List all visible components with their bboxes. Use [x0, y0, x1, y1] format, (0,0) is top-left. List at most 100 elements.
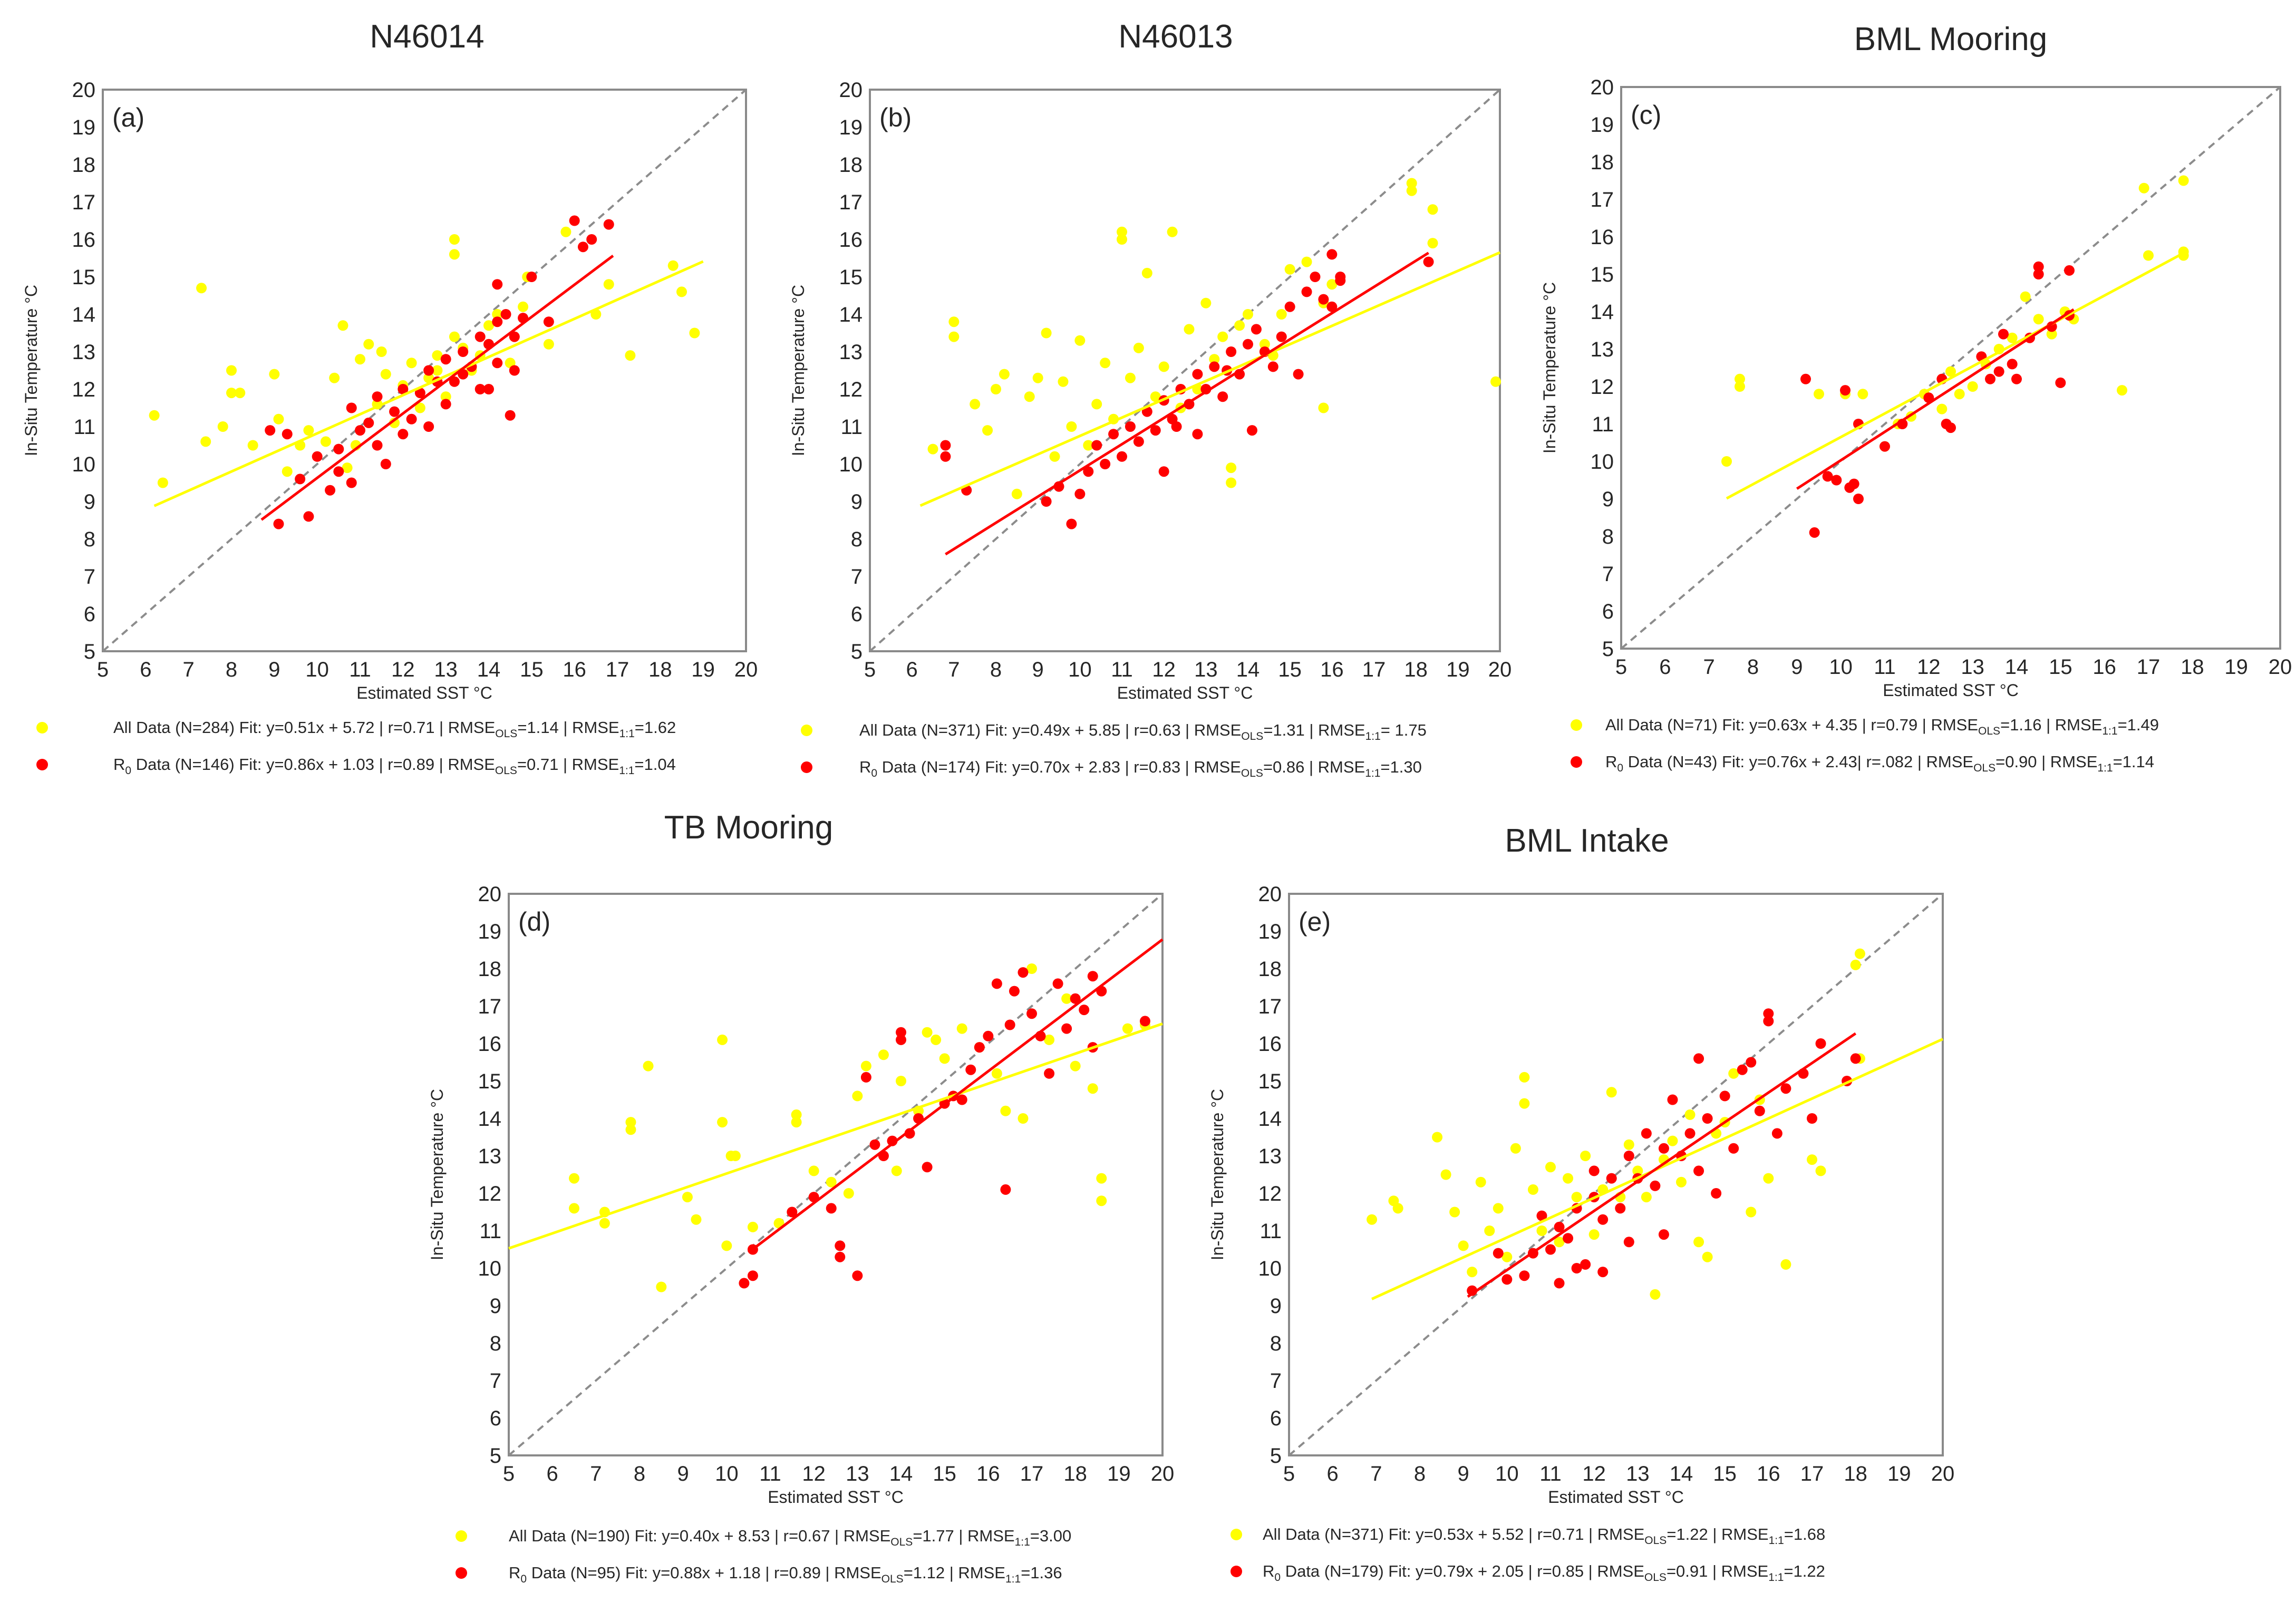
r0-data-point [1004, 1019, 1015, 1030]
y-tick-label: 10 [1258, 1257, 1282, 1280]
all-data-point [1501, 1251, 1513, 1262]
x-tick-label: 9 [1791, 655, 1803, 679]
x-tick-label: 19 [1887, 1462, 1911, 1485]
x-tick-label: 8 [990, 658, 1002, 681]
all-data-point [1070, 1060, 1081, 1072]
legend-sub2: 1:1 [2097, 762, 2113, 774]
x-tick-label: 19 [1107, 1462, 1131, 1485]
x-tick-label: 9 [677, 1462, 689, 1485]
x-tick-label: 17 [1020, 1462, 1044, 1485]
r0-data-point [1571, 1263, 1582, 1273]
y-tick-label: 14 [72, 303, 96, 326]
r0-data-point [1815, 1038, 1826, 1049]
y-tick-label: 13 [478, 1145, 502, 1168]
r0-data-point [333, 466, 344, 477]
y-tick-label: 16 [478, 1032, 502, 1056]
x-tick-label: 10 [1068, 658, 1092, 681]
all-data-point [1024, 391, 1035, 402]
all-data-point [1243, 309, 1253, 320]
x-tick-label: 16 [2092, 655, 2116, 679]
all-data-point [1606, 1087, 1617, 1098]
r0-data-point [1335, 272, 1346, 282]
r0-data-legend-marker [36, 759, 48, 770]
all-data-point [376, 346, 387, 357]
x-tick-label: 20 [1488, 658, 1512, 681]
y-tick-label: 19 [478, 920, 502, 943]
legend-prefix: All Data (N=371) Fit: y=0.49x + 5.85 | r… [859, 721, 1241, 739]
r0-data-point [1192, 429, 1203, 440]
r0-data-point [940, 451, 951, 462]
legend-sub2: 1:1 [1365, 730, 1381, 742]
plot-frame [1620, 86, 2281, 650]
plot-frame [102, 89, 747, 652]
x-tick-label: 17 [1362, 658, 1386, 681]
all-data-point [878, 1049, 889, 1060]
y-tick-label: 9 [490, 1295, 501, 1318]
legend-suffix: =1.04 [634, 755, 675, 774]
x-axis-label: Estimated SST °C [1883, 681, 2019, 700]
r0-data-point [1597, 1214, 1609, 1225]
all-data-point [2178, 175, 2189, 186]
x-tick-label: 11 [759, 1462, 781, 1485]
all-data-point [599, 1218, 610, 1229]
all-data-point [1746, 1207, 1757, 1218]
all-data-point [2138, 182, 2149, 194]
legend-mid: =1.12 | RMSE [904, 1564, 1005, 1582]
y-tick-label: 7 [851, 565, 863, 588]
r0-data-point [1217, 391, 1228, 402]
all-data-point [518, 301, 529, 312]
r0-data-legend-text: R0 Data (N=43) Fit: y=0.76x + 2.43| r=.0… [1605, 752, 2154, 774]
all-data-point [1735, 373, 1745, 384]
panel-label: (a) [112, 103, 144, 132]
all-data-point [1259, 339, 1270, 350]
r0-data-point [1945, 422, 1956, 433]
x-tick-label: 16 [1320, 658, 1344, 681]
r0-data-point [1209, 361, 1220, 372]
r0-data-point [1831, 475, 1842, 486]
legend-suffix: =1.30 [1380, 758, 1421, 776]
y-tick-label: 17 [1258, 995, 1282, 1018]
r0-data-point [1606, 1173, 1617, 1184]
all-data-point [843, 1188, 854, 1199]
legend-sub1: OLS [1978, 725, 2000, 737]
r0-data-point [389, 406, 400, 417]
r0-data-point [363, 417, 374, 428]
legend-mid: =1.31 | RMSE [1263, 721, 1365, 739]
r0-data-point [1293, 369, 1304, 380]
r0-data-point [474, 384, 486, 394]
y-tick-label: 11 [1592, 413, 1614, 436]
all-data-point [1061, 993, 1072, 1004]
y-tick-label: 18 [1591, 151, 1614, 174]
legend-sub1: OLS [495, 765, 517, 777]
y-tick-label: 10 [72, 453, 96, 476]
all-data-point [1044, 1034, 1055, 1045]
all-data-point [2033, 314, 2044, 325]
y-tick-label: 19 [1591, 113, 1614, 137]
r0-data-point [2055, 377, 2066, 388]
x-tick-label: 19 [691, 658, 715, 681]
r0-data-point [1800, 373, 1811, 384]
all-data-point [1049, 451, 1060, 462]
y-tick-label: 5 [851, 640, 863, 663]
legend-sub2: 1:1 [619, 728, 635, 740]
r0-data-point [346, 402, 357, 413]
y-tick-label: 13 [72, 341, 96, 364]
r0-data-point [1125, 421, 1136, 432]
all-data-point [1184, 324, 1195, 335]
all-data-point [1580, 1151, 1591, 1161]
all-data-point [1735, 381, 1745, 392]
all-data-point [1519, 1072, 1530, 1083]
r0-data-point [440, 354, 451, 365]
r0-data-point [1318, 294, 1329, 305]
all-data-point [1318, 402, 1329, 413]
panel-c: BML Mooring (c) 55 6 6 7 7 8 8 9 9 10 10 11 11 12 12 13 13… [1540, 21, 2292, 774]
all-data-point [414, 402, 425, 413]
r0-data-point [747, 1270, 758, 1281]
legend-sub2: 1:1 [619, 765, 634, 777]
r0-data-point [1684, 1128, 1696, 1139]
r0-data-point [1737, 1064, 1748, 1075]
r0-data-point [1728, 1143, 1739, 1154]
r0-data-point [1641, 1128, 1652, 1139]
legend-prefix: R [1605, 752, 1617, 771]
all-data-point [896, 1076, 906, 1086]
